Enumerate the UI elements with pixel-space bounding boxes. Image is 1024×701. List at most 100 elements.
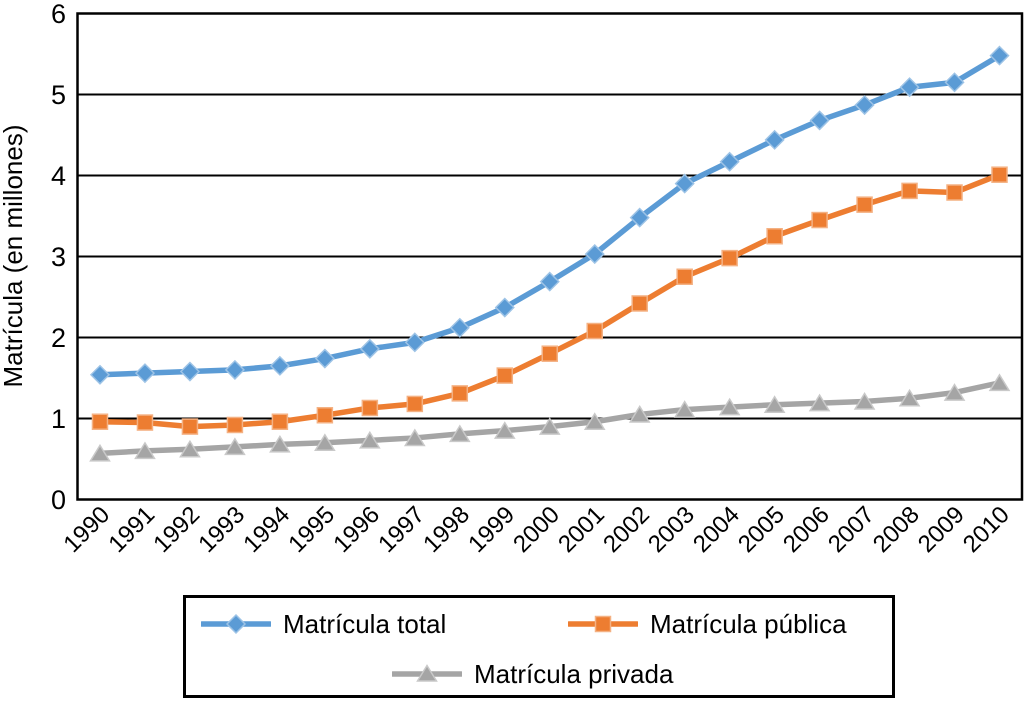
series-privada: [89, 373, 1011, 462]
total-point-marker: [494, 297, 515, 318]
chart-legend: Matrícula total Matrícula pública Matríc…: [183, 595, 895, 698]
total-series-legend-marker-icon: [199, 613, 273, 635]
publica-point-marker: [811, 211, 828, 229]
privada-point-marker: [134, 441, 156, 460]
total-point-marker: [629, 207, 650, 228]
x-tick-label: 2002: [598, 501, 655, 558]
total-point-marker: [269, 355, 290, 376]
publica-point-marker: [586, 322, 603, 340]
legend-marker-svg: [199, 613, 273, 635]
privada-point-marker: [448, 424, 471, 443]
plot-area: 0 1 2 3 4 5 6 199019911992199319941995199619971…: [0, 0, 1024, 558]
gridlines: [77, 93, 1022, 420]
x-tick-label: 1995: [283, 501, 340, 558]
total-point-marker: [89, 364, 111, 385]
legend-marker-shape: [416, 664, 438, 682]
total-point-marker: [584, 244, 605, 265]
privada-point-marker: [403, 428, 426, 447]
x-tick-label: 2005: [733, 501, 790, 558]
publica-point-marker: [136, 414, 154, 431]
privada-point-marker: [583, 412, 606, 430]
privada-series-legend-marker-icon: [390, 663, 464, 685]
publica-point-marker: [946, 184, 963, 201]
legend-marker-glyph: [594, 615, 612, 633]
publica-point-marker: [316, 407, 334, 424]
privada-point-marker: [943, 383, 966, 401]
total-point-marker: [944, 72, 965, 93]
privada-point-marker: [538, 417, 561, 435]
privada-point-marker: [493, 421, 516, 439]
publica-point-marker: [91, 413, 109, 430]
total-point-marker: [539, 271, 560, 292]
total-point-marker: [314, 348, 335, 369]
privada-point-marker: [673, 400, 696, 418]
total-point-marker: [359, 338, 380, 359]
legend-marker-svg: [390, 664, 464, 682]
x-tick-label: 2004: [688, 501, 745, 558]
privada-point-marker: [988, 373, 1011, 392]
publica-point-marker: [901, 182, 918, 200]
privada-point-marker: [628, 405, 651, 423]
x-tick-label: 1993: [193, 501, 250, 558]
y-tick-label: 0: [51, 485, 66, 515]
x-tick-label: 1994: [238, 501, 295, 558]
total-point-marker: [224, 359, 245, 380]
publica-series-legend-marker-icon: [566, 613, 640, 635]
y-tick-label: 3: [51, 242, 66, 272]
total-point-marker: [719, 151, 740, 172]
x-tick-label: 1997: [373, 501, 430, 558]
privada-point-marker: [269, 434, 291, 453]
total-point-marker: [179, 361, 201, 382]
publica-point-marker: [631, 295, 648, 312]
x-tick-label: 2000: [508, 501, 565, 558]
publica-point-marker: [676, 268, 693, 285]
legend-item-matricula-total: Matrícula total: [199, 604, 446, 644]
legend-label-privada: Matrícula privada: [474, 659, 674, 689]
privada-point-marker: [718, 397, 741, 416]
privada-point-marker: [898, 388, 921, 407]
x-tick-label: 2007: [823, 501, 880, 558]
publica-point-marker: [541, 345, 558, 362]
x-tick-label: 1998: [418, 501, 475, 558]
publica-point-marker: [766, 228, 783, 245]
total-point-marker: [134, 363, 156, 384]
legend-marker-shape: [594, 615, 612, 633]
legend-marker-shape: [225, 613, 247, 635]
y-tick-label: 2: [51, 323, 66, 353]
privada-point-marker: [224, 437, 246, 456]
series-total: [89, 45, 1010, 385]
y-tick-label: 6: [51, 0, 66, 29]
x-tick-label: 1991: [103, 501, 160, 558]
privada-point-marker: [808, 393, 831, 412]
x-tick-label: 1990: [58, 501, 115, 558]
total-point-marker: [854, 94, 875, 116]
x-tick-label: 1999: [463, 501, 520, 558]
legend-item-matricula-publica: Matrícula pública: [566, 604, 847, 644]
x-tick-label: 2006: [778, 501, 835, 558]
y-tick-label: 5: [51, 80, 66, 110]
x-tick-label: 2009: [913, 501, 970, 558]
publica-point-marker: [496, 367, 514, 384]
privada-point-marker: [763, 395, 786, 413]
legend-label-publica: Matrícula pública: [650, 609, 847, 639]
publica-point-marker: [406, 395, 424, 413]
y-tick-label: 1: [51, 404, 66, 434]
x-tick-label: 2010: [958, 501, 1015, 558]
publica-point-marker: [991, 166, 1008, 183]
legend-marker-svg: [566, 615, 640, 633]
legend-marker-glyph: [225, 613, 247, 635]
total-point-marker: [899, 77, 920, 98]
x-tick-label: 2008: [868, 501, 925, 558]
x-tick-labels: 1990199119921993199419951996199719981999…: [58, 501, 1014, 558]
publica-point-marker: [361, 399, 379, 417]
plot-frame: [76, 12, 1024, 501]
publica-point-marker: [271, 413, 289, 430]
privada-point-marker: [359, 430, 381, 449]
y-axis-title: Matrícula (en millones): [0, 125, 28, 388]
y-tick-labels: 0 1 2 3 4 5 6: [51, 0, 66, 515]
x-tick-label: 1992: [148, 501, 205, 558]
publica-point-marker: [451, 385, 469, 402]
total-point-marker: [449, 317, 470, 338]
privada-point-marker: [853, 392, 876, 410]
y-tick-label: 4: [51, 161, 66, 191]
